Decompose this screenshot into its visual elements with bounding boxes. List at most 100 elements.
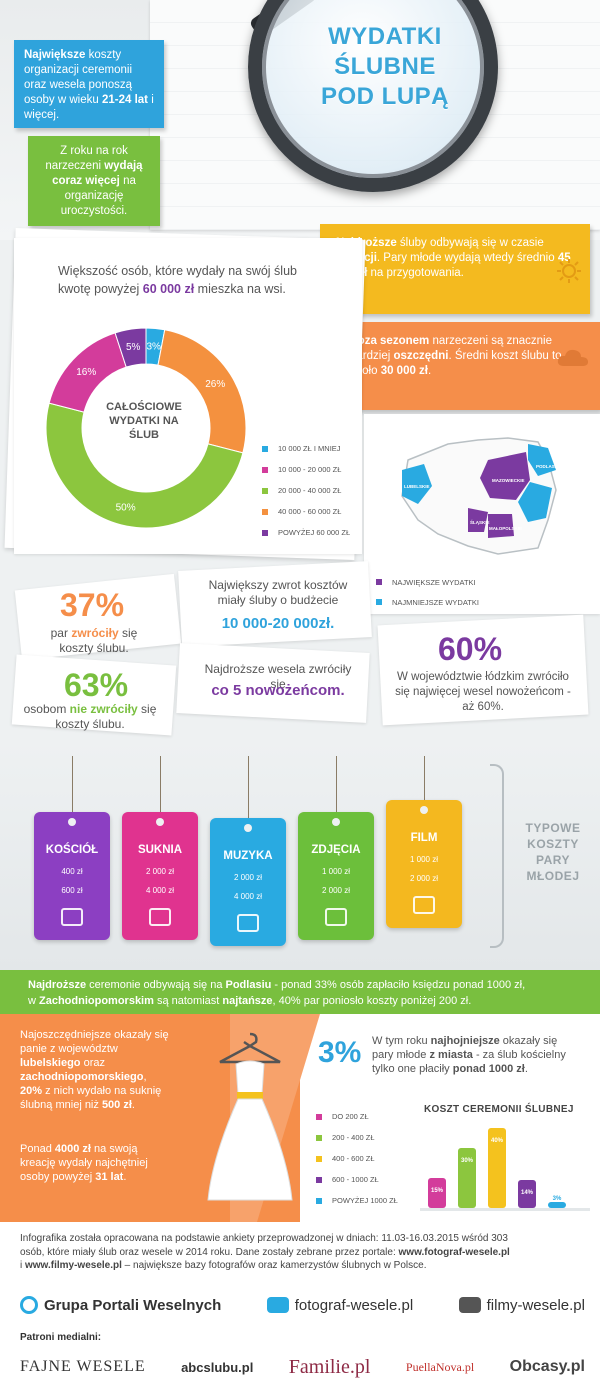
patron-fajne-wesele[interactable]: FAJNE WESELE — [20, 1358, 146, 1375]
tag-title: ZDJĘCIA — [311, 844, 361, 856]
church-icon — [61, 908, 83, 926]
ceremony-bar-label: 14% — [521, 1190, 534, 1196]
music-icon — [237, 914, 259, 932]
legend-swatch — [316, 1134, 322, 1141]
footer — [0, 1222, 600, 1395]
stat-5-text: Najdroższe wesela zwróciły się — [204, 662, 352, 691]
legend-label: 600 - 1000 ZŁ — [332, 1175, 379, 1184]
legend-swatch — [262, 466, 268, 473]
legend-swatch — [316, 1197, 322, 1204]
map-label-malopolskie: MAŁOPOLSKIE — [489, 526, 522, 531]
legend-swatch — [316, 1113, 322, 1120]
patron-abcslubu[interactable]: abcslubu.pl — [181, 1359, 254, 1375]
wedding-dress-icon — [207, 1032, 293, 1201]
ceremony-legend-item: POWYŻEJ 1000 ZŁ — [316, 1190, 426, 1211]
brand-filmy-wesele[interactable]: filmy-wesele.pl — [458, 1297, 585, 1314]
offseason-stat-box: Poza sezonem narzeczeni są znacznie bard… — [334, 322, 600, 410]
growth-stat-box: Z roku na rok narzeczeni wydają coraz wi… — [28, 136, 160, 226]
cost-tag: SUKNIA 2 000 zł 4 000 zł — [122, 812, 198, 940]
tag-string — [424, 756, 425, 800]
ceremony-bar-label: 3% — [553, 1196, 562, 1202]
ceremony-bar — [548, 1202, 566, 1208]
cost-tag: MUZYKA 2 000 zł 4 000 zł — [210, 818, 286, 946]
tag-hole — [244, 824, 252, 832]
legend-label: 400 - 600 ZŁ — [332, 1154, 375, 1163]
brand-logos: Grupa Portali Weselnych fotograf-wesele.… — [20, 1290, 585, 1320]
tag-cost-to: 4 000 zł — [145, 886, 175, 895]
tag-string — [72, 756, 73, 812]
tag-cost-to: 600 zł — [61, 886, 83, 895]
tag-cost-from: 2 000 zł — [233, 873, 263, 882]
age-stat-box: Największe koszty organizacji ceremonii … — [14, 40, 164, 128]
ceremony-bar — [488, 1128, 506, 1208]
donut-legend-item: 10 000 - 20 000 ZŁ — [262, 459, 372, 480]
ceremony-legend-item: 200 - 400 ZŁ — [316, 1127, 426, 1148]
tag-cost-from: 1 000 zł — [409, 855, 439, 864]
donut-slice-label: 5% — [126, 342, 141, 353]
cost-tag: FILM 1 000 zł 2 000 zł — [386, 800, 462, 928]
tag-string — [160, 756, 161, 812]
legend-label: 40 000 - 60 000 ZŁ — [278, 507, 342, 516]
dress-text: Najoszczędniejsze okazały się panie z wo… — [20, 1029, 169, 1111]
ceremony-bar — [458, 1148, 476, 1208]
legend-label: POWYŻEJ 1000 ZŁ — [332, 1196, 398, 1205]
footer-link-fotograf[interactable]: www.fotograf-wesele.pl — [398, 1246, 510, 1258]
ceremony-cost-bar-chart: 15% 30% 40% 14% 3% — [420, 1128, 590, 1211]
donut-slice-label: 26% — [205, 379, 225, 390]
footer-link-filmy[interactable]: www.filmy-wesele.pl — [25, 1260, 122, 1271]
donut-legend: 10 000 ZŁ I MNIEJ 10 000 - 20 000 ZŁ 20 00… — [262, 438, 372, 543]
ceremony-bar-label: 15% — [431, 1188, 444, 1194]
legend-label: 10 000 - 20 000 ZŁ — [278, 465, 342, 474]
patron-puellanova[interactable]: PuellaNova.pl — [405, 1359, 475, 1374]
donut-slice-label: 16% — [76, 367, 96, 378]
tag-string — [248, 756, 249, 818]
legend-swatch — [316, 1155, 322, 1162]
legend-swatch — [262, 508, 268, 515]
tag-cost-to: 2 000 zł — [409, 874, 439, 883]
stat-60-number: 60% — [438, 631, 503, 667]
stat-5-number: co 5 nowożeńcom. — [211, 682, 345, 699]
patron-familie[interactable]: Familie.pl — [288, 1355, 371, 1378]
typical-costs-label: TYPOWE KOSZTY PARY MŁODEJ — [525, 821, 581, 883]
sun-icon — [557, 259, 581, 283]
patrons-label: Patroni medialni: — [20, 1332, 102, 1343]
ceremony-bar-label: 40% — [491, 1138, 504, 1144]
tag-title: SUKNIA — [137, 844, 183, 856]
donut-slice-label: 3% — [146, 341, 161, 352]
cloud-icon — [557, 349, 588, 366]
donut-legend-item: POWYŻEJ 60 000 ZŁ — [262, 522, 372, 543]
ceremony-legend-item: 600 - 1000 ZŁ — [316, 1169, 426, 1190]
rings-icon — [20, 1296, 38, 1314]
expenses-donut-chart: 3% 26% 50% 16% 5% — [45, 327, 247, 529]
ceremony-legend-item: 400 - 600 ZŁ — [316, 1148, 426, 1169]
footer-note: Infografika została opracowana na podsta… — [20, 1233, 510, 1271]
donut-legend-item: 40 000 - 60 000 ZŁ — [262, 501, 372, 522]
map-region-lubelskie — [518, 482, 552, 522]
brand-grupa-portali[interactable]: Grupa Portali Weselnych — [20, 1296, 221, 1314]
patron-obcasy[interactable]: Obcasy.pl — [509, 1358, 585, 1375]
dress-icon — [149, 908, 171, 926]
ceremony-bar — [518, 1180, 536, 1208]
stat-60-text: W województwie łódzkim zwróciło się najw… — [395, 671, 571, 713]
donut-legend-item: 10 000 ZŁ I MNIEJ — [262, 438, 372, 459]
legend-label: 10 000 ZŁ I MNIEJ — [278, 444, 341, 453]
tag-cost-to: 2 000 zł — [321, 886, 351, 895]
heart-icon — [266, 1297, 289, 1313]
legend-label: 20 000 - 40 000 ZŁ — [278, 486, 342, 495]
legend-label: POWYŻEJ 60 000 ZŁ — [278, 528, 351, 537]
legend-swatch — [316, 1176, 322, 1183]
brand-fotograf-wesele[interactable]: fotograf-wesele.pl — [266, 1297, 413, 1314]
map-label-podlasie: PODLASIE — [536, 464, 559, 469]
ceremony-chart-legend: DO 200 ZŁ 200 - 400 ZŁ 400 - 600 ZŁ 600 - 1… — [316, 1106, 426, 1211]
tag-cost-from: 400 zł — [61, 867, 83, 876]
ceremony-banner: Najdroższe ceremonie odbywają się na Pod… — [0, 970, 600, 1014]
donut-legend-item: 20 000 - 40 000 ZŁ — [262, 480, 372, 501]
tag-string — [336, 756, 337, 812]
tag-hole — [332, 818, 340, 826]
tag-cost-to: 4 000 zł — [233, 892, 263, 901]
legend-label: DO 200 ZŁ — [332, 1112, 369, 1121]
map-region-mazowieckie — [480, 452, 530, 500]
chart-baseline — [420, 1208, 590, 1211]
map-legend: NAJWIĘKSZE WYDATKI NAJMNIEJSZE WYDATKI — [376, 572, 479, 612]
map-label-mazowieckie: MAZOWIECKIE — [492, 478, 525, 483]
